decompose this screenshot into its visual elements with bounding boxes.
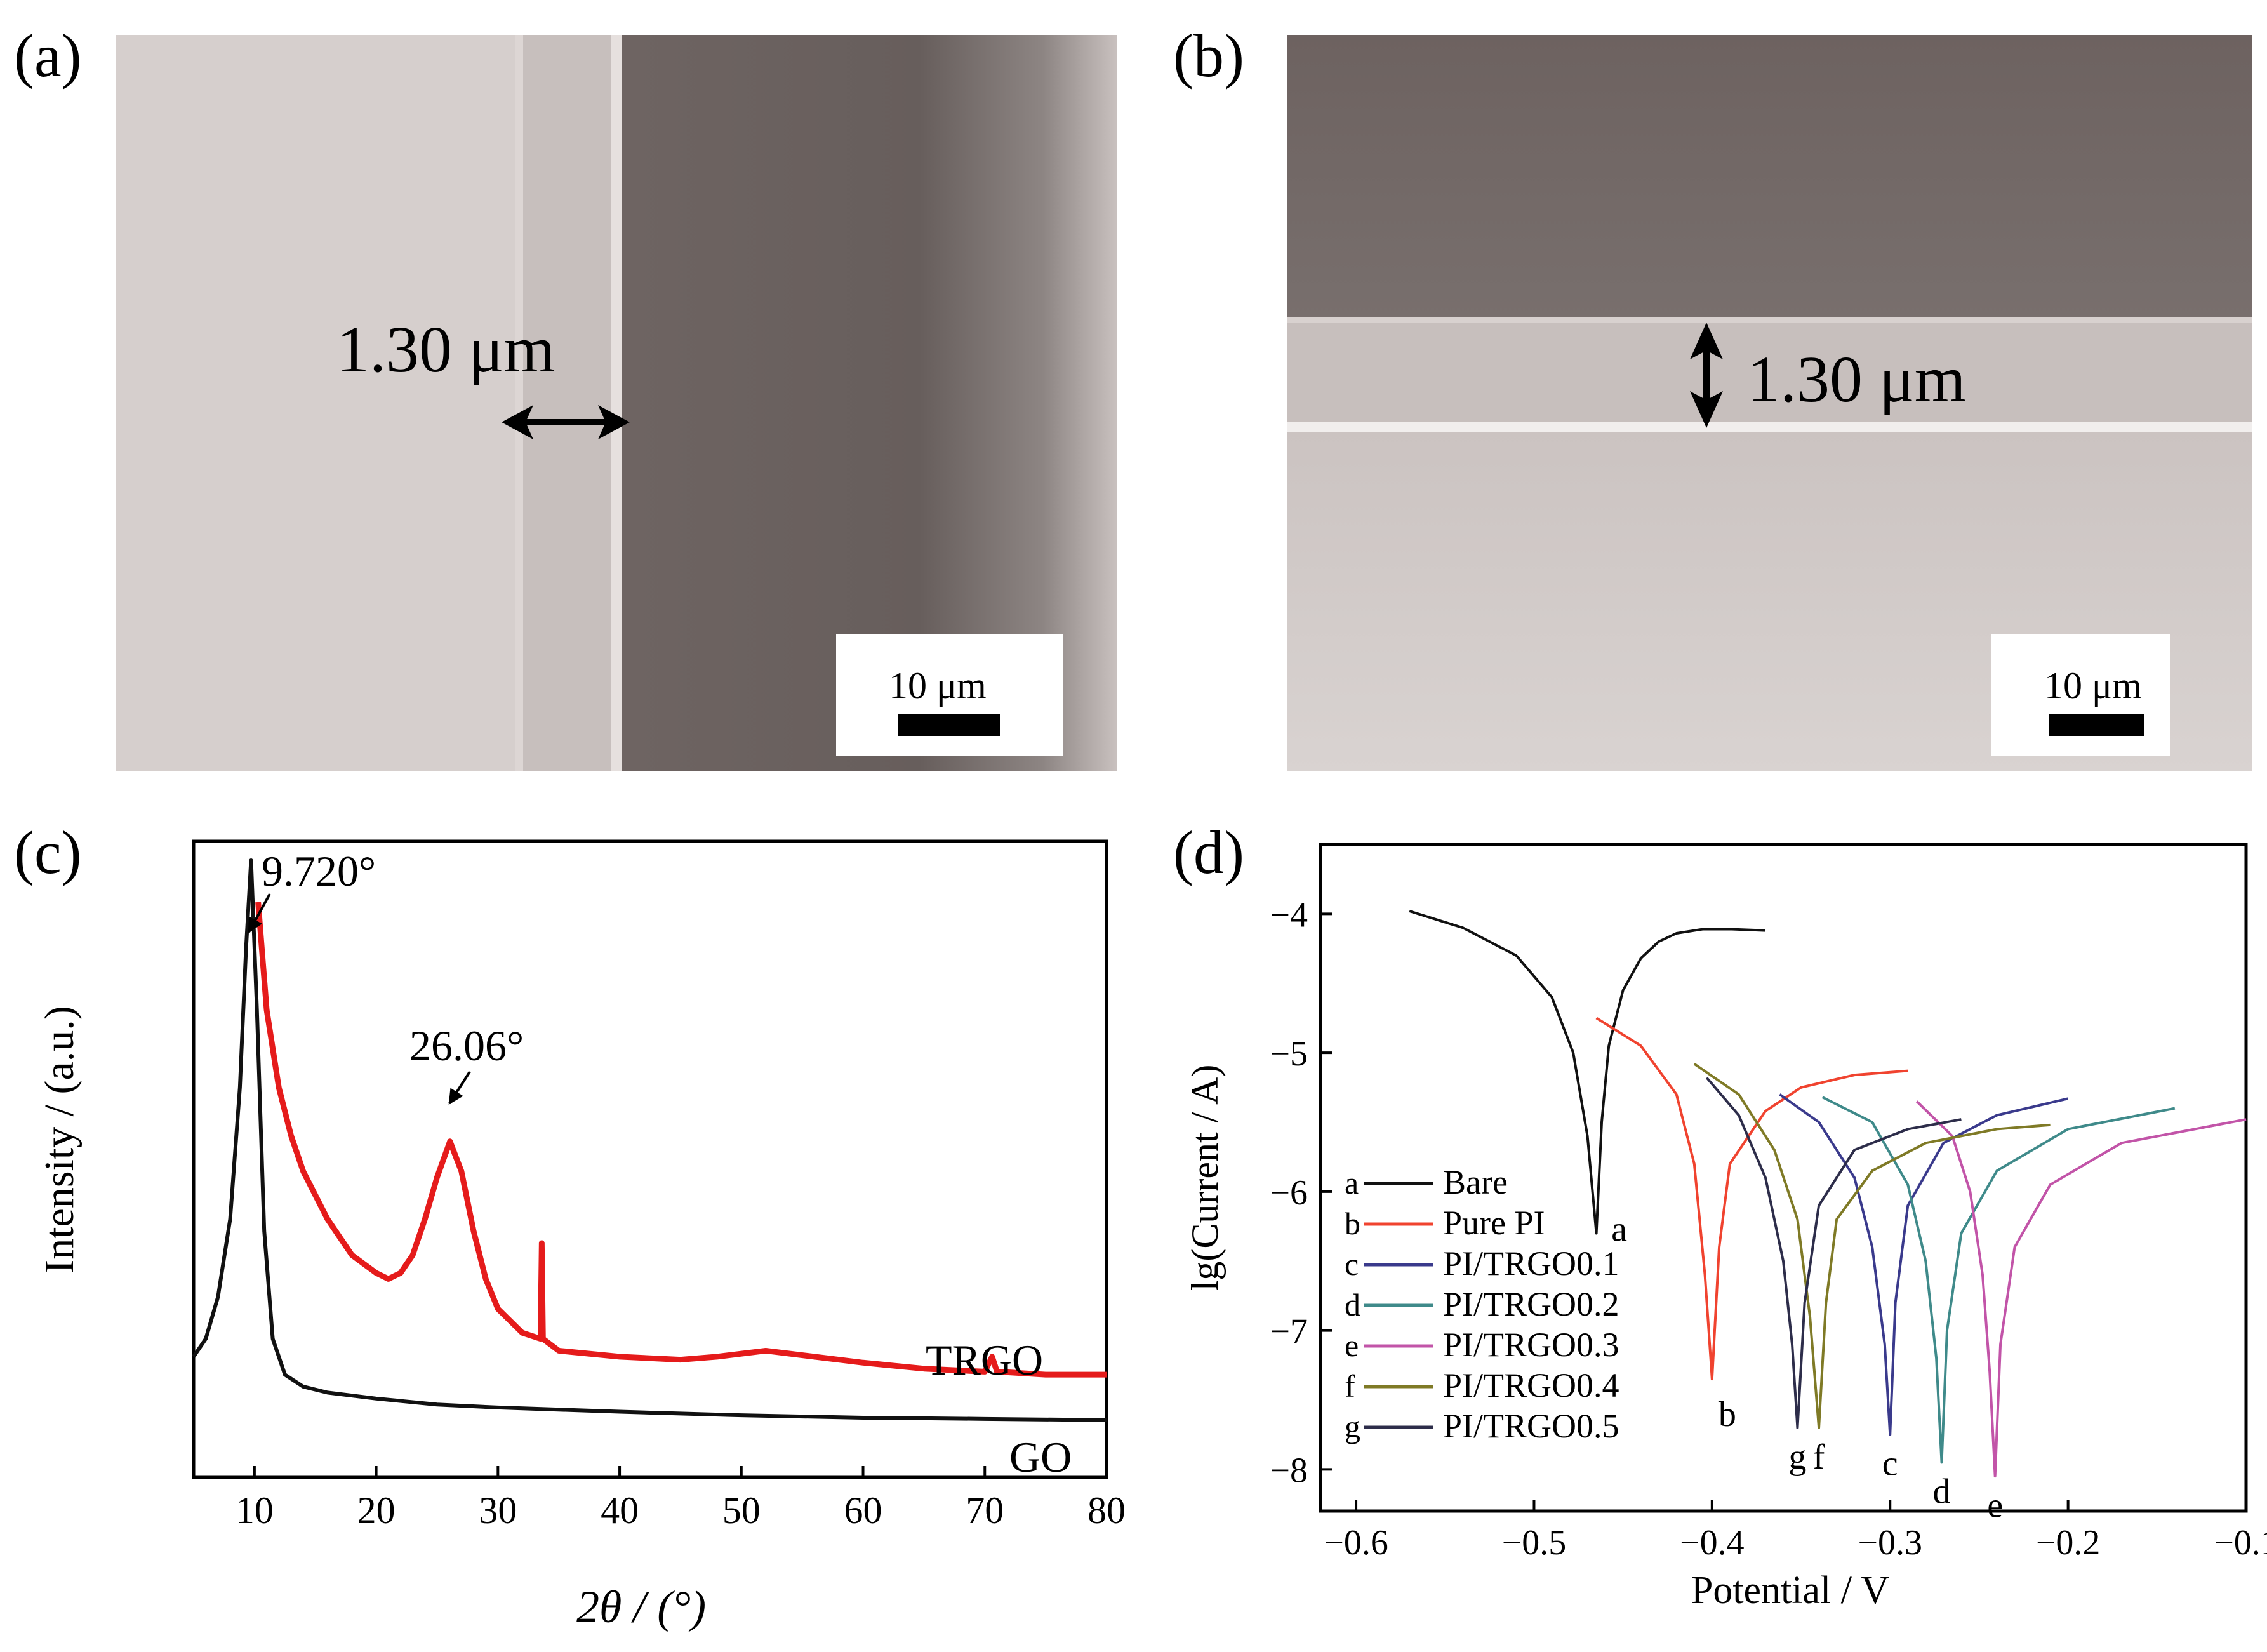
legend-item-e: e PI/TRGO0.3 [1345,1326,1619,1364]
chart-d-xlabel: Potential / V [1691,1569,1890,1612]
panel-a-label: (a) [14,22,82,90]
legend-key: a [1345,1165,1359,1201]
chart-c-xtick-label: 30 [479,1489,517,1531]
panel-a: (a) 1.30 μm 10 μm [14,22,1117,771]
chart-d-xtick-label: −0.4 [1680,1523,1745,1562]
chart-d-ytick-label: −4 [1270,895,1308,935]
chart-c-xtick-label: 60 [844,1489,882,1531]
panel-c-label: (c) [14,818,82,886]
series-label-trgo: TRGO [926,1336,1043,1384]
series-line-trgo [255,902,1107,1378]
chart-d-ylabel: lg(Current / A) [1184,1065,1226,1291]
panel-d-label: (d) [1173,818,1244,886]
curve-label-c: c [1882,1444,1898,1484]
annotation-c-peak2-text: 26.06° [409,1022,524,1070]
measurement-label-b: 1.30 μm [1747,343,1966,416]
chart-c-frame [192,839,1108,1479]
legend-name: PI/TRGO0.5 [1443,1407,1619,1445]
curve-label-e: e [1987,1486,2003,1525]
legend-name: Bare [1443,1163,1508,1201]
legend-name: Pure PI [1443,1204,1545,1242]
sem-image-b [1287,35,2252,771]
curve-label-b: b [1719,1395,1736,1434]
legend-key: g [1345,1409,1360,1444]
chart-d-curve-labels: a b g f cd e [1611,1210,2003,1526]
legend-key: f [1345,1368,1355,1404]
scalebar-box-a: 10 μm [836,634,1063,756]
chart-c-xtick-label: 20 [357,1489,396,1531]
legend-key: e [1345,1328,1359,1363]
chart-c-series [192,858,1107,1422]
chart-c-ylabel: Intensity / (a.u.) [36,1006,83,1274]
legend-item-c: c PI/TRGO0.1 [1345,1244,1619,1282]
chart-d-ytick-label: −5 [1270,1034,1308,1074]
legend-name: PI/TRGO0.2 [1443,1285,1619,1323]
legend-item-g: g PI/TRGO0.5 [1345,1407,1619,1445]
series-label-go: GO [1009,1433,1072,1481]
chart-d-xtick-label: −0.3 [1858,1523,1922,1562]
series-line-d [1821,1096,2176,1464]
legend-name: PI/TRGO0.3 [1443,1326,1619,1364]
scalebar-label-b: 10 μm [2044,665,2142,707]
panel-d: (d) −0.6 −0.5 −0.4 −0.3 −0.2 −0.1 −8 −7 −6 −5 −4 l… [1173,818,2267,1612]
chart-c-xtick-label: 80 [1087,1489,1126,1531]
series-line-c [1779,1093,2069,1436]
legend-key: c [1345,1246,1359,1282]
legend-name: PI/TRGO0.1 [1443,1244,1619,1282]
chart-c-xtick-label: 70 [966,1489,1004,1531]
series-line-f [1693,1062,2051,1429]
curve-label-g: g [1788,1437,1806,1477]
curve-label-f: f [1813,1437,1825,1477]
chart-c-xtick-label: 10 [236,1489,274,1531]
double-arrow-a [502,405,630,439]
scalebar-box-b: 10 μm [1991,634,2170,756]
series-line-e [1915,1100,2247,1478]
panel-b: (b) 1.30 μm 10 μm [1173,22,2252,771]
legend-name: PI/TRGO0.4 [1443,1366,1619,1404]
chart-d-xtick-label: −0.5 [1502,1523,1567,1562]
legend-item-a: a Bare [1345,1163,1508,1201]
chart-d-legend: a Bare b Pure PI c PI/TRGO0.1 d PI/TRGO0.2 e PI/T… [1345,1163,1619,1445]
legend-item-b: b Pure PI [1345,1204,1545,1242]
chart-c-ticks: 10 20 30 40 50 60 70 80 [236,1466,1126,1531]
legend-key: b [1345,1206,1360,1241]
chart-d-ytick-label: −7 [1270,1312,1308,1352]
chart-d-ticks: −0.6 −0.5 −0.4 −0.3 −0.2 −0.1 −8 −7 −6 −5 −4 [1270,895,2267,1562]
chart-c-xtick-label: 50 [722,1489,761,1531]
chart-d-xtick-label: −0.1 [2214,1523,2267,1562]
chart-d-series [1409,910,2247,1478]
scalebar-label-a: 10 μm [889,665,987,707]
measurement-label-a: 1.30 μm [336,313,555,386]
chart-d-frame [1319,843,2248,1513]
series-line-go [192,858,1107,1422]
scalebar-a [898,714,1000,736]
series-line-g [1705,1077,1962,1429]
legend-item-f: f PI/TRGO0.4 [1345,1366,1619,1404]
chart-d-xtick-label: −0.2 [2036,1523,2101,1562]
annotation-c-peak1-text: 9.720° [262,847,376,895]
panel-b-label: (b) [1173,22,1244,90]
series-line-b [1595,1016,1908,1381]
chart-d-xtick-label: −0.6 [1324,1523,1388,1562]
curve-label-d: d [1933,1472,1951,1511]
chart-d-ytick-label: −6 [1270,1173,1308,1213]
annotation-c-peak2: 26.06° [409,1022,524,1105]
chart-d-ytick-label: −8 [1270,1451,1308,1490]
scalebar-b [2049,714,2144,736]
series-line-a [1409,910,1766,1235]
annotation-c-peak1: 9.720° [248,847,376,934]
chart-c-xtick-label: 40 [601,1489,639,1531]
chart-c-xlabel: 2θ / (°) [576,1582,706,1632]
panel-c: (c) 10 20 30 40 50 60 70 80 Intensity / (a.u.) … [14,818,1126,1632]
legend-key: d [1345,1287,1360,1322]
curve-label-a: a [1611,1210,1627,1249]
legend-item-d: d PI/TRGO0.2 [1345,1285,1619,1323]
double-arrow-b [1690,323,1723,428]
